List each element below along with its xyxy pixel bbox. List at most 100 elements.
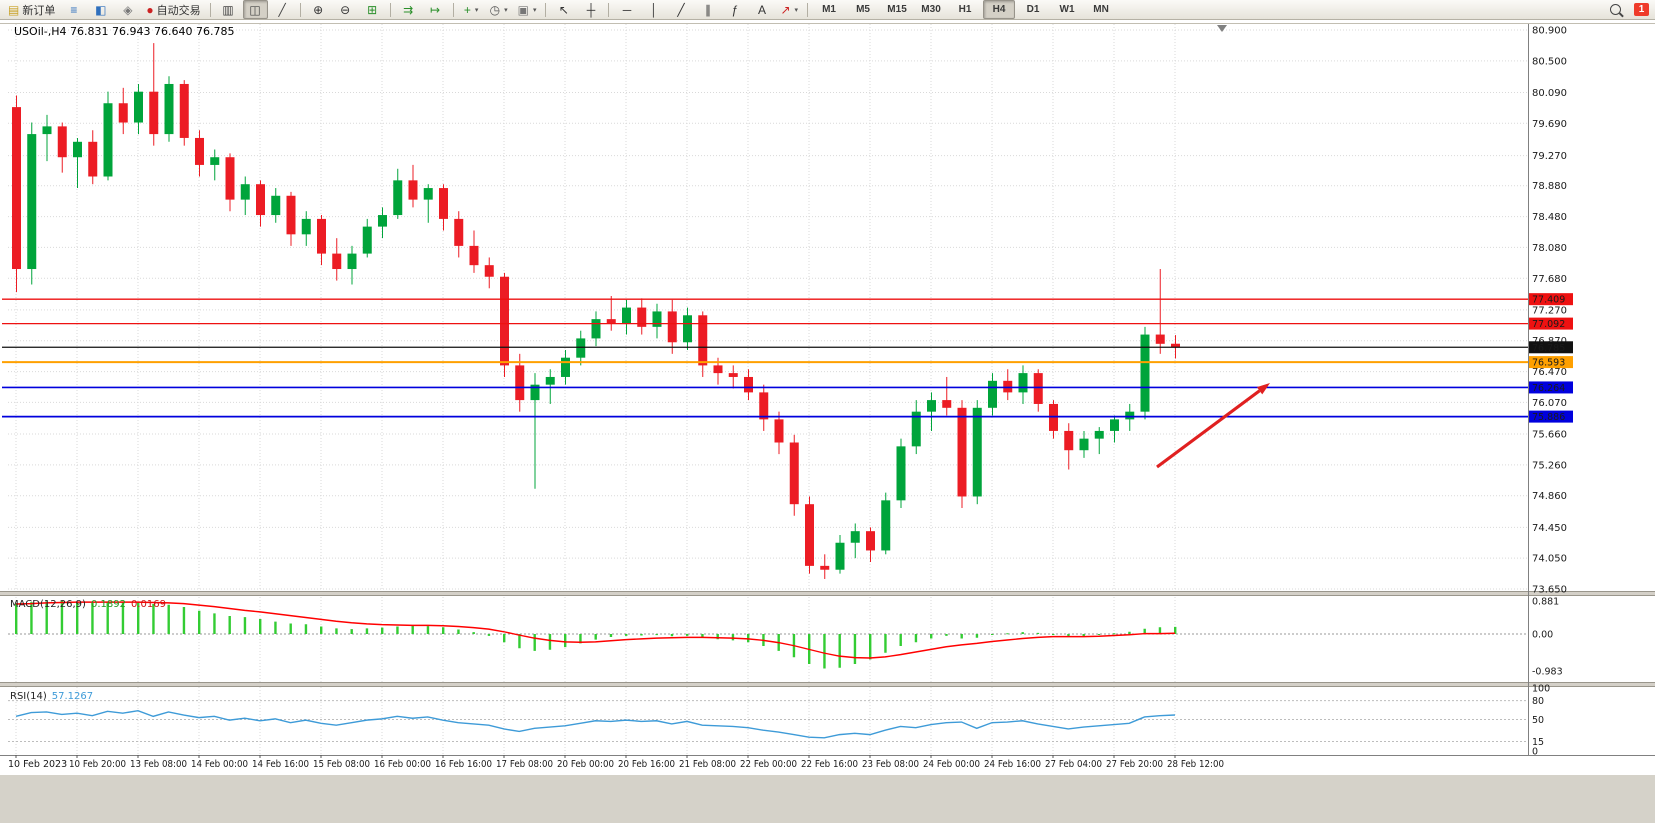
trend-arrow[interactable] [1156,383,1270,469]
line-chart-button[interactable]: ╱ [270,0,295,19]
time-axis-label: 17 Feb 08:00 [496,759,553,770]
macd-histogram-bar [213,613,216,634]
macd-histogram-bar [625,634,628,636]
candle-body [393,180,403,216]
time-axis-label: 13 Feb 08:00 [130,759,187,770]
candle-body [759,392,769,420]
candle-body [332,253,342,270]
zoom-in-button[interactable]: ⊕ [306,0,331,19]
macd-histogram-bar [869,634,872,660]
timeframe-mn-button[interactable]: MN [1093,4,1109,15]
macd-histogram-bar [838,634,841,668]
candle-body [240,184,250,200]
candle-body [896,446,906,501]
time-axis[interactable]: 10 Feb 2023 10 Feb 20:00 13 Feb 08:00 14 Fe… [8,755,1224,770]
candle-body [118,103,128,123]
macd-histogram-bar [731,634,735,641]
rsi-axis-label: 0 [1532,747,1538,758]
vertical-line-button[interactable]: │ [641,0,666,19]
fibonacci-button[interactable]: ƒ [722,0,747,19]
macd-histogram-bar [579,634,582,644]
data-window-button[interactable]: ◧ [88,0,113,19]
macd-histogram-bar [381,627,384,634]
candle-body [256,184,265,216]
chart-shift-marker[interactable] [1217,25,1227,32]
arrows-button[interactable]: ↗ ▾ [776,0,802,19]
auto-trading-button[interactable]: ● 自动交易 [142,0,204,19]
market-watch-button[interactable]: ≡ [61,0,86,19]
bar-chart-button[interactable]: ▥ [216,0,241,19]
macd-histogram-bar [335,628,338,634]
crosshair-button[interactable]: ┼ [578,0,603,19]
macd-histogram-bar [106,602,109,634]
search-button[interactable] [1603,0,1628,19]
cursor-button[interactable]: ↖ [551,0,576,19]
candle-body [545,376,555,385]
trendline-button[interactable]: ╱ [668,0,693,19]
candle-body [179,83,189,138]
timeframe-h4-button[interactable]: H4 [983,0,1016,19]
timeframe-m15-button[interactable]: M15 [887,4,907,15]
timeframe-m30-button[interactable]: M30 [921,4,941,15]
auto-scroll-icon: ⇉ [403,2,414,17]
timeframe-h1-button[interactable]: H1 [958,4,972,15]
macd-histogram-bar [640,634,643,636]
new-chart-button[interactable]: + ▾ [459,0,484,19]
timeframe-m1-button[interactable]: M1 [822,4,836,15]
macd-histogram-bar [1097,634,1101,635]
candle-body [988,380,997,408]
macd-histogram-bar [853,634,857,664]
tile-windows-icon: ⊞ [367,2,378,17]
horizontal-line-icon: ─ [622,2,632,17]
macd-histogram-bar [945,634,948,636]
horizontal-line-button[interactable]: ─ [614,0,639,19]
macd-histogram-bar [350,629,353,634]
candle-body [225,157,235,200]
price-axis[interactable]: 80.900 80.500 80.090 79.690 79.270 78.880 78.4… [1529,26,1573,596]
equidistant-channel-button[interactable]: ∥ [695,0,720,19]
timeframe-d1-button[interactable]: D1 [1026,4,1040,15]
new-order-button[interactable]: ▤ 新订单 [4,0,59,19]
navigator-button[interactable]: ◈ [115,0,140,19]
candle-body [88,141,98,177]
candle-body [484,265,494,277]
candlestick-chart-button[interactable]: ◫ [242,0,268,19]
toolbar-right-group: 1 [1603,0,1651,19]
panel-separator[interactable] [0,682,1655,687]
line-chart-icon: ╱ [278,2,286,17]
timeframe-m5-button[interactable]: M5 [856,4,870,15]
templates-button[interactable]: ▣ ▾ [514,0,541,19]
zoom-out-button[interactable]: ⊖ [333,0,358,19]
candle-body [73,141,82,158]
navigator-icon: ◈ [123,2,133,17]
bottom-strip [0,775,1655,823]
price-axis-label: 75.260 [1532,460,1567,471]
candle-body [820,565,830,570]
macd-histogram-bar [152,604,155,634]
chart-shift-button[interactable]: ↦ [423,0,448,19]
profiles-button[interactable]: ◷ ▾ [486,0,512,19]
button-label: 自动交易 [156,4,201,17]
text-icon: A [757,2,766,17]
macd-panel [8,601,1528,669]
macd-histogram-bar [426,626,430,634]
profiles-icon: ◷ [489,2,501,17]
toolbar-separator [807,2,809,17]
chart-canvas[interactable]: 80.900 80.500 80.090 79.690 79.270 78.880 78.4… [0,20,1655,823]
candle-body [347,253,357,270]
panel-separator[interactable] [0,591,1655,596]
timeframe-w1-button[interactable]: W1 [1059,4,1075,15]
rsi-axis-label: 100 [1532,684,1550,695]
auto-scroll-button[interactable]: ⇉ [396,0,421,19]
chevron-down-icon: ▾ [532,6,537,14]
chart-window[interactable]: 80.900 80.500 80.090 79.690 79.270 78.880 78.4… [0,20,1655,828]
text-button[interactable]: A [749,0,774,19]
macd-histogram-bar [1143,628,1146,634]
candle-body [744,376,753,393]
candle-body [195,137,204,165]
notification-badge[interactable]: 1 [1634,3,1649,16]
price-axis-label: 74.450 [1532,523,1567,534]
tile-windows-button[interactable]: ⊞ [360,0,385,19]
price-axis-label: 79.270 [1532,151,1567,162]
macd-histogram-bar [564,634,567,648]
